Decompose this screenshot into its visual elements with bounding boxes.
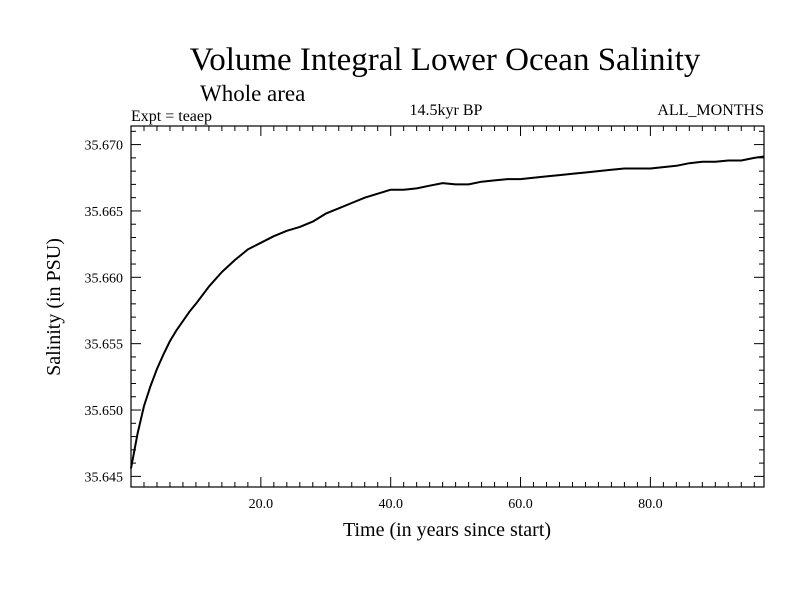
chart-subtitle: Whole area [200,81,305,106]
y-tick-label: 35.665 [85,205,124,220]
period-label: 14.5kyr BP [410,102,483,119]
season-label: ALL_MONTHS [657,102,764,119]
y-tick-label: 35.660 [85,271,124,286]
x-tick-label: 60.0 [508,497,533,512]
axis-ticks [131,126,764,487]
experiment-label: Expt = teaep [131,108,212,125]
y-tick-label: 35.670 [85,139,124,154]
tick-labels: 20.0 40.0 60.0 80.0 35.645 35.650 35.655 35.660… [85,139,663,512]
x-tick-label: 80.0 [638,497,663,512]
x-tick-label: 20.0 [249,497,274,512]
x-axis-label: Time (in years since start) [343,519,551,541]
y-axis-label: Salinity (in PSU) [43,238,65,376]
chart-title: Volume Integral Lower Ocean Salinity [190,42,701,78]
series-line [130,155,765,469]
y-tick-label: 35.655 [85,338,124,353]
plot-frame [130,125,765,488]
series-layer [130,155,765,469]
y-tick-label: 35.650 [85,404,124,419]
y-tick-label: 35.645 [85,470,124,485]
x-tick-label: 40.0 [378,497,403,512]
